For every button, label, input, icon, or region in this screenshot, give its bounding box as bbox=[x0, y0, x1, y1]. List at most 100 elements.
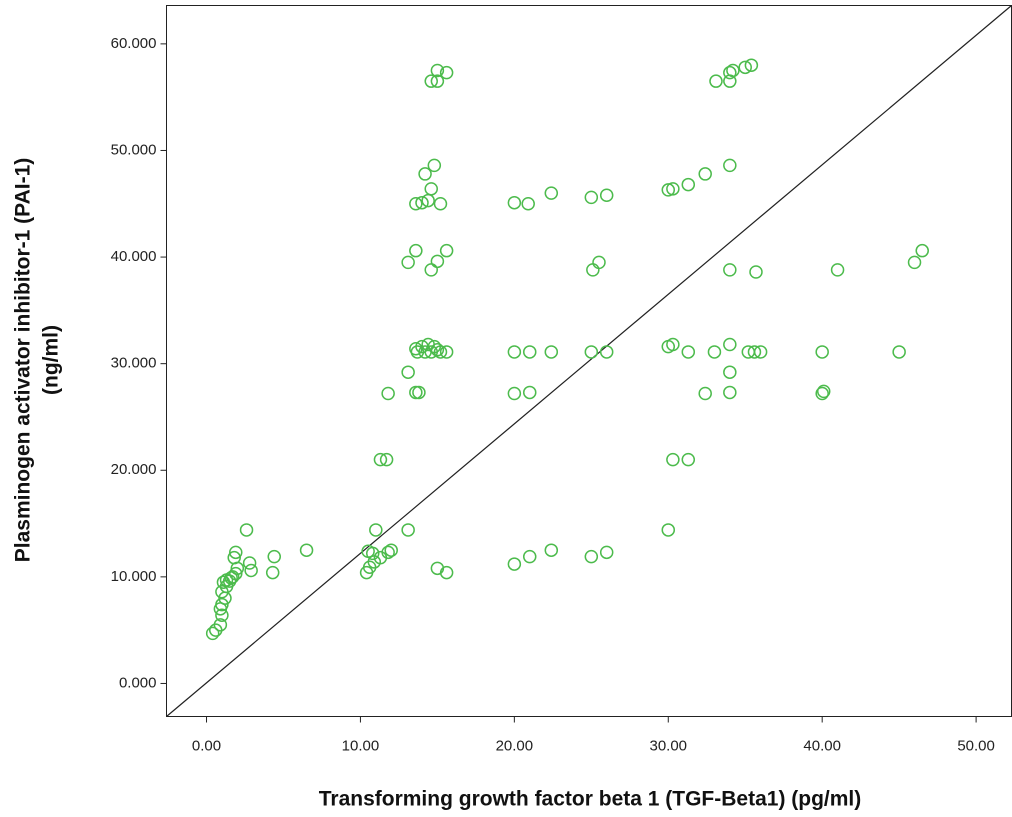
point bbox=[215, 597, 229, 612]
point bbox=[430, 74, 445, 88]
point bbox=[507, 345, 522, 359]
point bbox=[661, 183, 676, 197]
x-tick-label: 0.00 bbox=[192, 737, 221, 754]
point bbox=[430, 254, 445, 269]
point bbox=[698, 386, 712, 401]
point bbox=[424, 182, 438, 196]
point bbox=[401, 523, 415, 537]
point bbox=[744, 58, 759, 72]
point bbox=[267, 549, 281, 564]
y-axis-title: Plasminogen activator inhibitor-1 (PAI-1… bbox=[12, 158, 35, 563]
point bbox=[230, 561, 245, 576]
point bbox=[681, 177, 696, 192]
point bbox=[229, 566, 243, 581]
point bbox=[707, 345, 722, 359]
point bbox=[599, 545, 614, 560]
point bbox=[666, 452, 680, 467]
point bbox=[816, 384, 831, 399]
point bbox=[584, 190, 599, 205]
point bbox=[415, 195, 429, 210]
point bbox=[215, 608, 229, 622]
point bbox=[507, 195, 522, 210]
point bbox=[242, 556, 257, 570]
point bbox=[907, 255, 922, 270]
point bbox=[265, 565, 280, 580]
point bbox=[522, 549, 537, 564]
point bbox=[421, 193, 435, 208]
point bbox=[409, 385, 423, 400]
point bbox=[749, 265, 763, 279]
y-tick-label: 0.000 bbox=[119, 674, 157, 691]
point bbox=[584, 345, 599, 359]
y-tick-label: 60.000 bbox=[111, 35, 157, 52]
point bbox=[815, 345, 829, 359]
point bbox=[229, 545, 243, 560]
point bbox=[439, 243, 454, 258]
point bbox=[379, 452, 394, 467]
point bbox=[726, 63, 740, 78]
point bbox=[507, 557, 522, 571]
y-tick-label: 10.000 bbox=[111, 568, 157, 585]
point bbox=[599, 188, 614, 202]
point bbox=[521, 197, 535, 211]
point bbox=[507, 386, 522, 401]
point bbox=[381, 386, 395, 401]
point bbox=[738, 60, 752, 75]
point bbox=[915, 243, 929, 258]
point bbox=[299, 543, 314, 557]
point bbox=[239, 523, 254, 537]
point bbox=[424, 74, 438, 88]
point bbox=[427, 158, 442, 173]
point bbox=[830, 263, 845, 277]
point bbox=[424, 345, 438, 359]
point bbox=[384, 543, 398, 557]
point bbox=[584, 549, 599, 564]
point bbox=[439, 345, 454, 359]
point bbox=[409, 243, 423, 258]
y-tick-label: 30.000 bbox=[111, 355, 157, 372]
y-tick-label: 20.000 bbox=[111, 461, 157, 478]
point bbox=[409, 197, 423, 211]
point bbox=[681, 452, 696, 467]
point bbox=[681, 345, 696, 359]
point bbox=[709, 74, 723, 88]
x-axis-title: Transforming growth factor beta 1 (TGF-B… bbox=[319, 788, 862, 811]
point bbox=[544, 186, 559, 200]
point bbox=[213, 618, 228, 632]
point bbox=[224, 571, 238, 585]
point bbox=[592, 255, 606, 270]
x-tick-label: 50.00 bbox=[957, 737, 995, 754]
point bbox=[365, 546, 380, 561]
point bbox=[412, 385, 426, 400]
point bbox=[723, 365, 737, 379]
x-tick-label: 40.00 bbox=[803, 737, 841, 754]
y-axis-title: (ng/ml) bbox=[40, 325, 63, 395]
point bbox=[747, 345, 762, 359]
point bbox=[544, 543, 559, 557]
point bbox=[723, 65, 737, 80]
point bbox=[522, 345, 537, 359]
point bbox=[723, 263, 737, 277]
point bbox=[410, 345, 425, 359]
point bbox=[424, 263, 438, 277]
point bbox=[373, 452, 388, 467]
point bbox=[723, 337, 737, 352]
point bbox=[666, 182, 680, 196]
point bbox=[369, 523, 383, 537]
point bbox=[815, 386, 829, 401]
point bbox=[418, 345, 432, 359]
point bbox=[753, 345, 768, 359]
y-tick-label: 50.000 bbox=[111, 141, 157, 158]
point bbox=[723, 158, 737, 173]
point bbox=[698, 167, 712, 181]
point bbox=[381, 545, 395, 560]
reference-line bbox=[166, 5, 1012, 717]
point bbox=[522, 385, 537, 400]
point bbox=[586, 263, 600, 277]
point bbox=[439, 565, 454, 580]
point bbox=[367, 555, 382, 569]
point bbox=[544, 345, 559, 359]
point bbox=[244, 563, 258, 578]
